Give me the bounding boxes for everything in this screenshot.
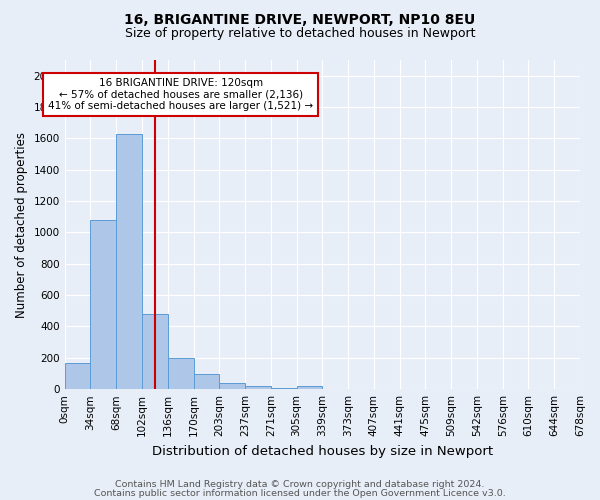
Bar xyxy=(271,388,296,389)
Bar xyxy=(296,386,322,389)
Y-axis label: Number of detached properties: Number of detached properties xyxy=(15,132,28,318)
Bar xyxy=(142,314,168,389)
Bar xyxy=(65,362,91,389)
Bar xyxy=(116,134,142,389)
Bar xyxy=(193,374,219,389)
Text: Contains public sector information licensed under the Open Government Licence v3: Contains public sector information licen… xyxy=(94,490,506,498)
Text: 16, BRIGANTINE DRIVE, NEWPORT, NP10 8EU: 16, BRIGANTINE DRIVE, NEWPORT, NP10 8EU xyxy=(124,12,476,26)
Bar xyxy=(91,220,116,389)
Text: Contains HM Land Registry data © Crown copyright and database right 2024.: Contains HM Land Registry data © Crown c… xyxy=(115,480,485,489)
Bar xyxy=(219,383,245,389)
Text: Size of property relative to detached houses in Newport: Size of property relative to detached ho… xyxy=(125,28,475,40)
Bar xyxy=(168,358,193,389)
Text: 16 BRIGANTINE DRIVE: 120sqm
← 57% of detached houses are smaller (2,136)
41% of : 16 BRIGANTINE DRIVE: 120sqm ← 57% of det… xyxy=(48,78,313,111)
Bar xyxy=(245,386,271,389)
X-axis label: Distribution of detached houses by size in Newport: Distribution of detached houses by size … xyxy=(152,444,493,458)
